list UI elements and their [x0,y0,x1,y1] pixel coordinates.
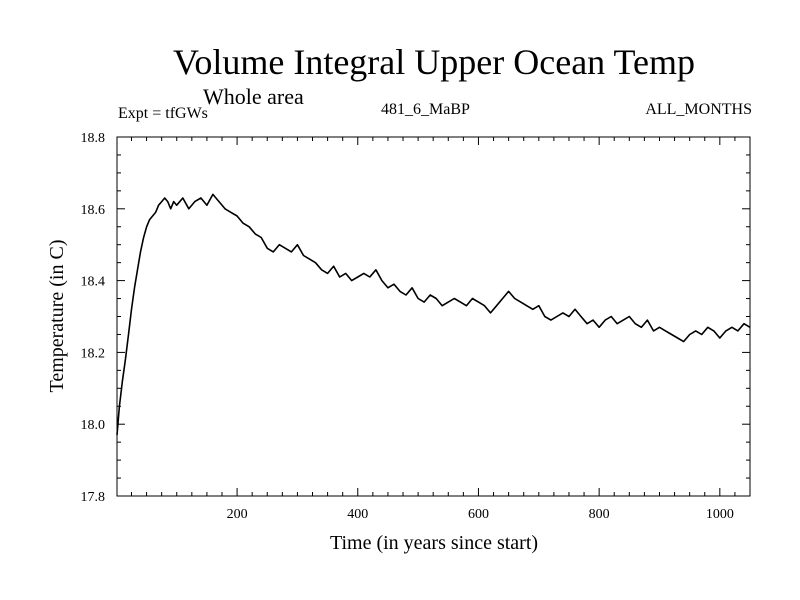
axis-ticks [117,137,750,496]
x-tick-label: 400 [347,507,368,522]
x-tick-label: 200 [227,507,248,522]
temperature-series-line [116,193,751,436]
months-label: ALL_MONTHS [645,101,752,118]
chart-title: Volume Integral Upper Ocean Temp [173,42,695,82]
y-tick-label: 18.0 [81,418,106,433]
chart-subtitle: Whole area [203,84,304,109]
x-axis-label: Time (in years since start) [330,532,538,554]
y-tick-label: 18.8 [81,131,106,146]
axis-tick-labels: 200 400 600 800 1000 17.8 18.0 18.2 18.4 18.6 18.8 [81,131,734,522]
plot-frame [116,136,751,497]
y-tick-label: 17.8 [81,490,106,505]
y-tick-label: 18.6 [81,203,106,218]
y-tick-label: 18.4 [81,275,106,290]
x-tick-label: 1000 [706,507,734,522]
experiment-label: Expt = tfGWs [118,105,208,122]
experiment-name: 481_6_MaBP [381,101,470,118]
x-tick-label: 600 [468,507,489,522]
y-tick-label: 18.2 [81,346,106,361]
x-tick-label: 800 [589,507,610,522]
y-axis-label: Temperature (in C) [46,240,68,393]
